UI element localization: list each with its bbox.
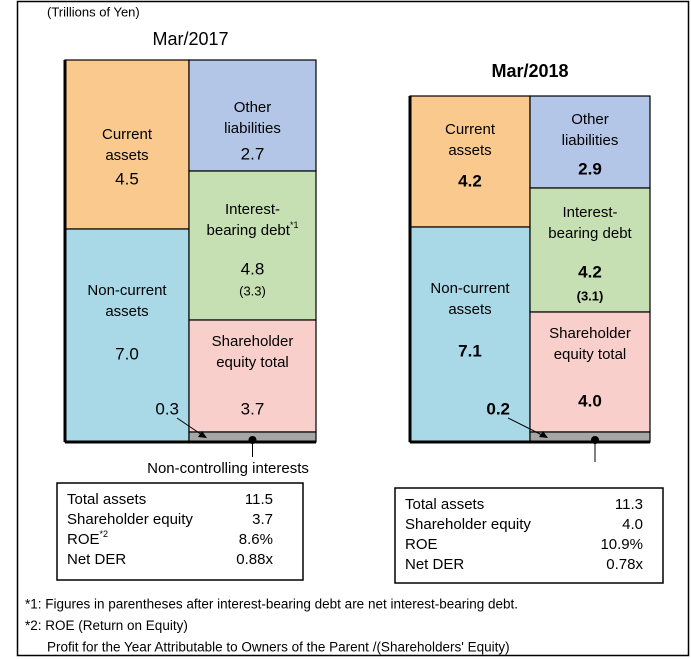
block-label: Interest- <box>562 204 617 221</box>
non-controlling-label: Non-controlling interests <box>147 460 309 477</box>
table-label: Shareholder equity <box>405 516 531 533</box>
table-value: 8.6% <box>239 531 273 548</box>
table-value: 0.78x <box>606 556 643 573</box>
other-liabilities-block <box>188 59 317 172</box>
summary-table <box>394 487 664 584</box>
table-label: Net DER <box>405 556 464 573</box>
shareholder-equity-block <box>529 311 651 433</box>
block-label: Non-current <box>430 280 510 297</box>
table-value: 0.88x <box>236 551 273 568</box>
table-label: Shareholder equity <box>67 511 193 528</box>
block-value: 3.7 <box>241 399 265 418</box>
block-value: 4.8 <box>241 259 265 278</box>
other-liabilities-block <box>529 95 651 189</box>
block-label: Current <box>102 126 153 143</box>
footnote: *1: Figures in parentheses after interes… <box>25 597 518 612</box>
callout-arrow <box>539 431 548 438</box>
footnote-mark: *2 <box>100 529 109 539</box>
block-label: liabilities <box>562 132 619 149</box>
table-label: ROE*2 <box>67 529 108 548</box>
unit-note: (Trillions of Yen) <box>47 4 140 19</box>
current-assets-block <box>64 59 190 230</box>
non-controlling-value: 0.3 <box>155 399 179 418</box>
block-value: 7.1 <box>458 341 482 360</box>
non-controlling-value: 0.2 <box>486 399 510 418</box>
block-value: 7.0 <box>115 344 139 363</box>
block-label: Other <box>571 111 609 128</box>
shareholder-equity-block <box>188 319 317 433</box>
footnote: *2: ROE (Return on Equity) <box>25 618 188 633</box>
current-assets-block <box>409 95 531 228</box>
callout-arrow <box>198 431 207 438</box>
table-label: Total assets <box>405 496 484 513</box>
callout-line <box>507 417 547 438</box>
table-value: 3.7 <box>252 511 273 528</box>
non-controlling-dot <box>248 436 257 444</box>
block-label: equity total <box>216 354 289 371</box>
block-value: 4.2 <box>458 171 482 190</box>
block-value: 4.2 <box>578 262 602 281</box>
summary-table <box>56 482 304 581</box>
table-value: 11.5 <box>245 491 273 508</box>
block-label: equity total <box>554 346 627 363</box>
block-label: Shareholder <box>549 325 631 342</box>
block-value: 4.0 <box>578 391 602 410</box>
interest-bearing-debt-block <box>529 187 651 313</box>
block-label: Shareholder <box>212 333 294 350</box>
table-label: Total assets <box>67 491 146 508</box>
block-net-value: (3.3) <box>239 283 266 298</box>
block-label: bearing debt <box>548 225 632 242</box>
block-label: Other <box>234 99 272 116</box>
interest-bearing-debt-block <box>188 170 317 321</box>
block-net-value: (3.1) <box>577 288 604 303</box>
block-value: 2.9 <box>578 159 602 178</box>
non-controlling-dot <box>591 436 599 444</box>
block-label: assets <box>105 147 148 164</box>
block-value: 4.5 <box>115 169 139 188</box>
block-label: assets <box>448 301 491 318</box>
block-label: Interest- <box>225 201 280 218</box>
panel-title: Mar/2017 <box>152 29 228 49</box>
block-label: Non-current <box>87 282 167 299</box>
panel-title: Mar/2018 <box>491 61 568 81</box>
block-label: Current <box>445 121 496 138</box>
block-label: liabilities <box>224 120 281 137</box>
block-value: 2.7 <box>241 144 265 163</box>
block-label: assets <box>105 303 148 320</box>
non-current-assets-block <box>64 228 190 443</box>
non-current-assets-block <box>409 226 531 443</box>
table-value: 10.9% <box>600 536 643 553</box>
block-label: bearing debt*1 <box>207 220 299 239</box>
table-label: Net DER <box>67 551 126 568</box>
footnote: Profit for the Year Attributable to Owne… <box>47 640 510 655</box>
block-label: assets <box>448 142 491 159</box>
frame <box>16 0 690 657</box>
footnote-mark: *1 <box>290 220 299 230</box>
table-label: ROE <box>405 536 438 553</box>
table-value: 4.0 <box>622 516 643 533</box>
table-value: 11.3 <box>615 496 643 513</box>
